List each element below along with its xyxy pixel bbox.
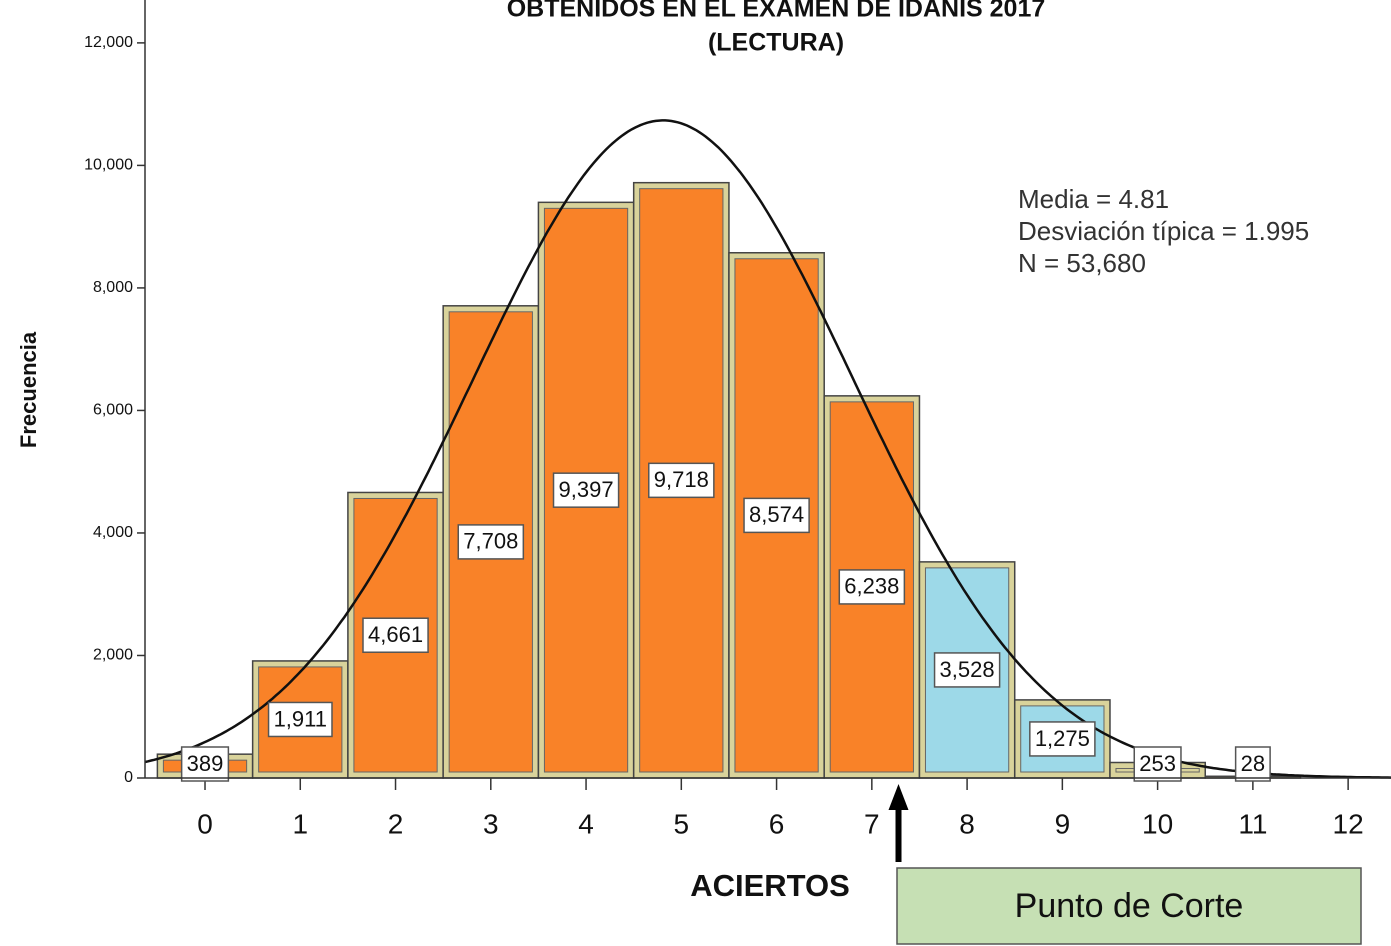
x-tick-label: 7 [864, 808, 880, 839]
x-tick-label: 11 [1238, 808, 1267, 839]
value-label: 7,708 [463, 529, 518, 554]
stat-mean: Media = 4.81 [1018, 184, 1169, 214]
value-label-box [933, 652, 1001, 688]
value-label-box [838, 569, 906, 605]
value-label: 1,275 [1035, 726, 1090, 751]
x-tick-label: 9 [1055, 808, 1071, 839]
value-label: 389 [187, 751, 224, 776]
x-tick-label: 3 [483, 808, 499, 839]
value-label-box [1234, 746, 1271, 782]
cutoff-label: Punto de Corte [1015, 887, 1244, 925]
x-tick-label: 0 [197, 808, 213, 839]
x-tick-label: 10 [1142, 808, 1173, 839]
value-label-box [648, 462, 715, 499]
value-label: 1,911 [274, 706, 327, 731]
value-label-box [267, 701, 333, 738]
y-tick-label: 12,000 [84, 34, 133, 51]
x-tick-label: 5 [674, 808, 690, 839]
normal-curve [145, 119, 1391, 779]
value-label: 6,238 [844, 574, 899, 599]
x-tick-label: 2 [388, 808, 404, 839]
value-label: 3,528 [940, 657, 995, 682]
value-label: 28 [1241, 751, 1265, 776]
y-axis-label: Frecuencia [16, 331, 41, 448]
value-label: 9,397 [559, 477, 614, 502]
x-tick-label: 8 [959, 808, 975, 839]
value-label-box [457, 524, 525, 560]
x-tick-label: 6 [769, 808, 785, 839]
x-axis-label: ACIERTOS [690, 868, 850, 903]
y-tick-label: 0 [124, 769, 133, 786]
value-label: 4,661 [368, 622, 423, 647]
value-label-box [180, 746, 230, 782]
value-label-box [1133, 746, 1182, 782]
value-label: 253 [1139, 751, 1176, 776]
y-tick-label: 10,000 [84, 157, 133, 174]
value-label: 9,718 [654, 467, 709, 492]
x-tick-label: 1 [292, 808, 308, 839]
value-label: 8,574 [749, 502, 804, 527]
y-tick-label: 6,000 [93, 402, 133, 419]
x-tick-label: 12 [1333, 808, 1364, 839]
value-label-box [552, 472, 620, 508]
y-tick-label: 2,000 [93, 647, 133, 664]
chart-title: OBTENIDOS EN EL EXAMEN DE IDANIS 2017 [507, 0, 1046, 23]
stat-n: N = 53,680 [1018, 248, 1146, 278]
stat-sd: Desviación típica = 1.995 [1018, 216, 1309, 246]
x-tick-label: 4 [578, 808, 594, 839]
value-label-box [1029, 721, 1096, 757]
chart-title: (LECTURA) [708, 29, 844, 57]
value-label-box [743, 497, 810, 534]
y-tick-label: 4,000 [93, 524, 133, 541]
y-tick-label: 8,000 [93, 279, 133, 296]
cutoff-arrow-head [888, 784, 909, 810]
value-label-box [362, 617, 429, 653]
cutoff-box [896, 867, 1362, 945]
